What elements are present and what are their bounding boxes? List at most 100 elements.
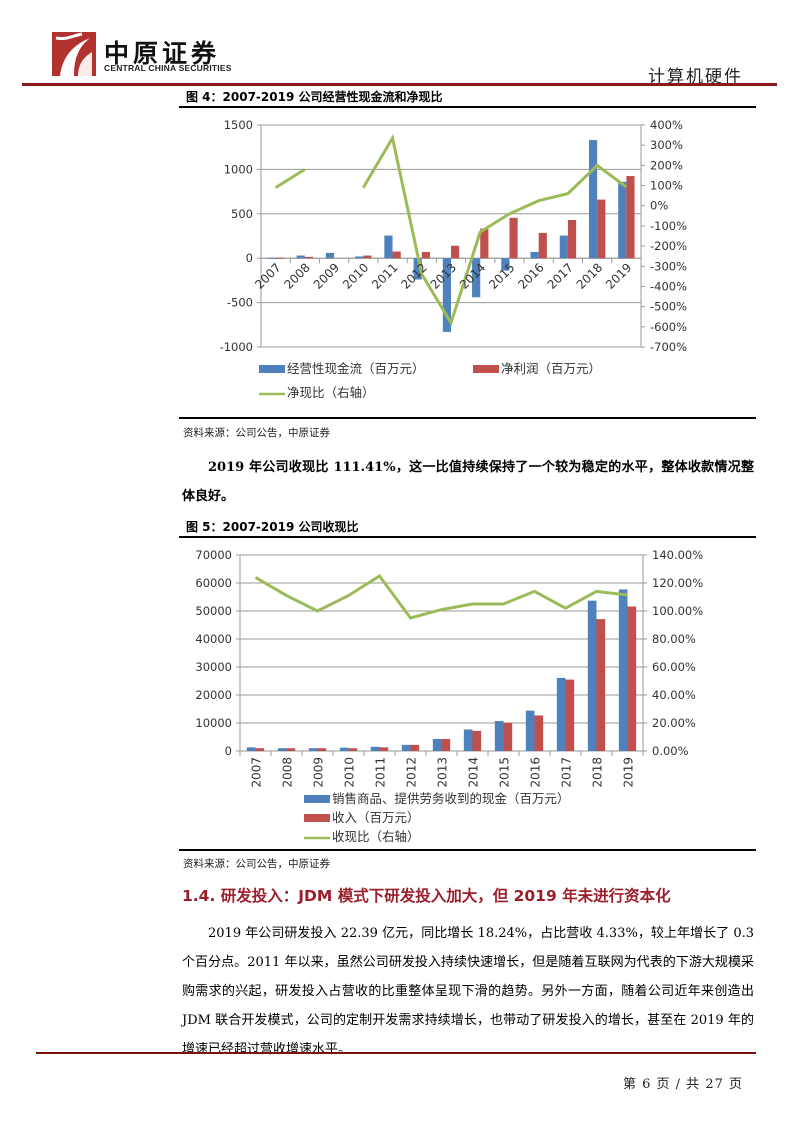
y-tick-label: 30000 <box>195 660 232 674</box>
y2-tick-label: 140.00% <box>652 548 703 562</box>
bar <box>441 738 451 751</box>
bar <box>567 220 577 259</box>
x-tick-label: 2019 <box>622 757 636 788</box>
y2-tick-label: 20.00% <box>652 716 696 730</box>
footer-divider <box>36 1052 756 1054</box>
section-heading: 1.4. 研发投入：JDM 模式下研发投入加大，但 2019 年未进行资本化 <box>182 887 671 905</box>
legend-label: 净利润（百万元） <box>501 361 601 376</box>
x-tick-label: 2012 <box>398 260 429 291</box>
y-tick-label: 0 <box>246 251 253 265</box>
legend-label: 净现比（右轴） <box>287 385 375 400</box>
header-divider <box>22 83 777 86</box>
figure5-bottom-rule <box>179 849 756 851</box>
bar <box>538 232 547 259</box>
y2-tick-label: 200% <box>650 158 683 172</box>
bar <box>525 710 535 751</box>
bar <box>348 748 358 751</box>
y2-tick-label: -300% <box>650 259 687 273</box>
x-tick-label: 2010 <box>343 757 357 788</box>
bar <box>355 256 364 259</box>
bar <box>480 228 489 259</box>
y2-tick-label: 80.00% <box>652 632 696 646</box>
bar <box>363 255 372 259</box>
bar <box>401 744 411 751</box>
bar <box>618 181 627 259</box>
x-tick-label: 2007 <box>252 260 283 291</box>
x-tick-label: 2013 <box>436 757 450 788</box>
bar <box>503 722 513 751</box>
bar <box>596 619 606 751</box>
y2-tick-label: -500% <box>650 300 687 314</box>
y-tick-label: 60000 <box>195 576 232 590</box>
figure5-title: 图 5：2007-2019 公司收现比 <box>186 520 359 534</box>
legend-label: 收入（百万元） <box>332 810 420 825</box>
bar <box>421 251 430 259</box>
x-tick-label: 2014 <box>467 757 481 788</box>
bar <box>534 715 544 751</box>
x-tick-label: 2011 <box>369 260 400 291</box>
x-tick-label: 2016 <box>515 260 546 291</box>
bar <box>472 258 481 298</box>
bar <box>494 721 504 751</box>
x-tick-label: 2008 <box>281 757 295 788</box>
bar <box>565 679 575 751</box>
y-tick-label: 40000 <box>195 632 232 646</box>
bar <box>588 140 598 259</box>
y2-tick-label: 120.00% <box>652 576 703 590</box>
bar <box>626 176 635 259</box>
x-tick-label: 2015 <box>486 260 517 291</box>
x-tick-label: 2017 <box>560 757 574 788</box>
y-tick-label: 50000 <box>195 604 232 618</box>
legend-label: 收现比（右轴） <box>332 829 420 844</box>
logo-text-cn: 中原证券 <box>104 39 221 68</box>
x-tick-label: 2008 <box>281 260 312 291</box>
bar <box>559 235 568 259</box>
y-tick-label: -1000 <box>220 340 253 354</box>
bar <box>392 251 401 259</box>
figure4-chart: 1500 1000 500 0 -500 -1000 400% 300% 200% 100% 0% -… <box>220 118 688 400</box>
y-tick-label: 1500 <box>224 118 253 132</box>
y-tick-label: 70000 <box>195 548 232 562</box>
y2-tick-label: -700% <box>650 340 687 354</box>
ratio-line <box>274 134 628 327</box>
x-tick-label: 2011 <box>374 757 388 788</box>
bar <box>501 258 510 271</box>
x-tick-label: 2017 <box>545 260 576 291</box>
figure4-top-rule <box>179 106 756 108</box>
y2-tick-label: -400% <box>650 279 687 293</box>
x-tick-label: 2009 <box>312 757 326 788</box>
y-tick-label: 500 <box>231 207 253 221</box>
y2-tick-label: 40.00% <box>652 688 696 702</box>
bar <box>286 748 296 751</box>
bar <box>472 730 482 751</box>
bar <box>255 748 265 751</box>
bar <box>432 738 442 751</box>
bar <box>296 255 305 259</box>
ratio-line <box>254 573 628 620</box>
bar <box>339 747 349 751</box>
y2-tick-label: -100% <box>650 219 687 233</box>
y-tick-label: 0 <box>225 744 232 758</box>
x-tick-label: 2018 <box>591 757 605 788</box>
y-tick-label: 10000 <box>195 716 232 730</box>
bar <box>627 606 637 751</box>
bar <box>509 217 518 259</box>
bar <box>597 199 606 259</box>
bar <box>325 252 335 259</box>
x-tick-label: 2012 <box>405 757 419 788</box>
bar <box>304 256 314 259</box>
x-tick-label: 2018 <box>574 260 605 291</box>
bar <box>413 258 422 280</box>
report-category: 计算机硬件 <box>648 67 743 87</box>
x-tick-label: 2007 <box>250 757 264 788</box>
x-tick-label: 2009 <box>311 260 342 291</box>
legend-swatch <box>259 365 285 373</box>
figure5-source: 资料来源：公司公告，中原证券 <box>183 858 330 870</box>
y2-tick-label: -600% <box>650 320 687 334</box>
y2-tick-label: -200% <box>650 239 687 253</box>
figure5-top-rule <box>179 536 756 538</box>
figure4-bottom-rule <box>179 417 756 419</box>
bar <box>618 589 628 751</box>
figure4-source: 资料来源：公司公告，中原证券 <box>183 427 330 439</box>
y2-tick-label: 0% <box>650 199 668 213</box>
